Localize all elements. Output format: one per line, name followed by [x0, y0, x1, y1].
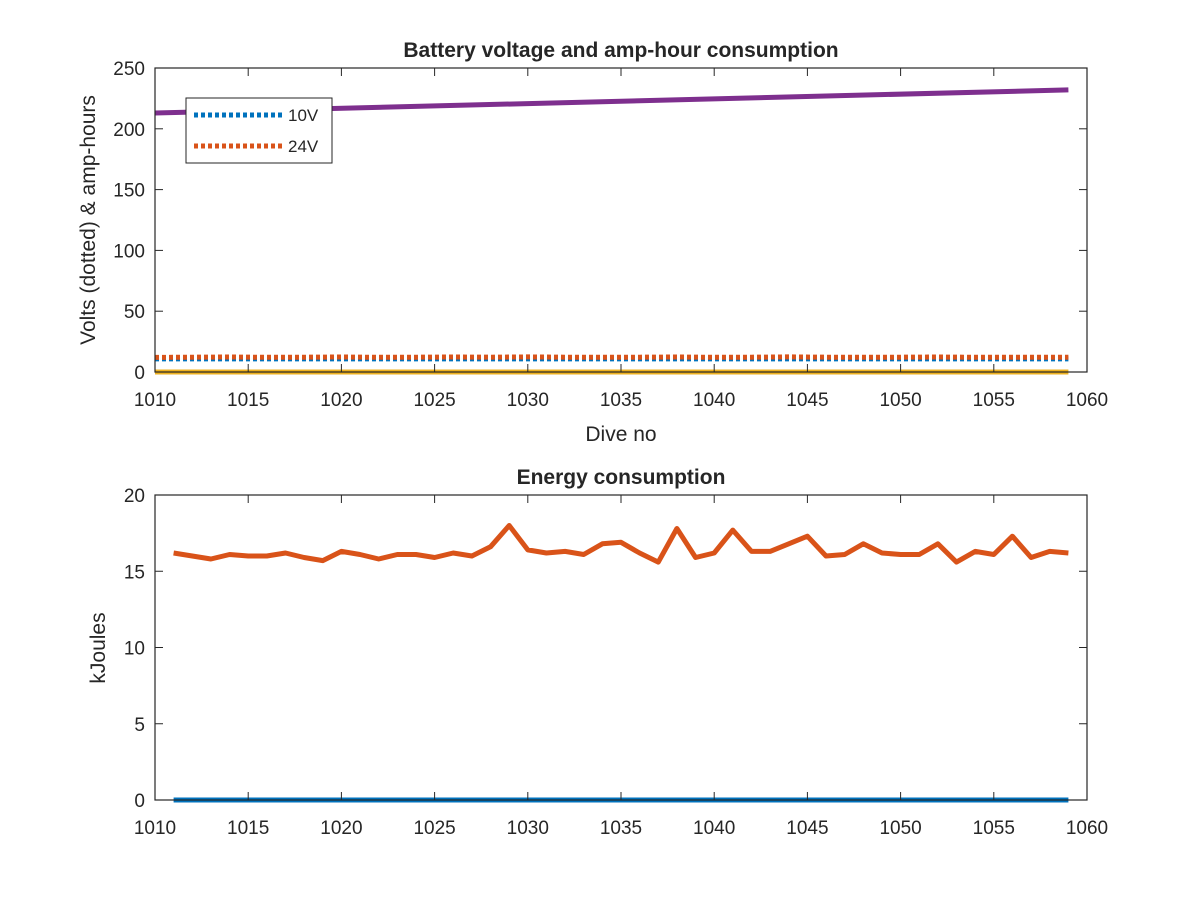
- x-tick-label: 1035: [600, 390, 642, 411]
- x-tick-label: 1045: [786, 390, 828, 411]
- x-tick-label: 1040: [693, 818, 735, 839]
- legend-label-24v: 24V: [288, 137, 319, 156]
- y-tick-label: 5: [134, 715, 145, 736]
- x-tick-label: 1030: [507, 818, 549, 839]
- y-tick-label: 10: [124, 639, 145, 660]
- series-line-24v: [154, 354, 1069, 360]
- x-tick-label: 1015: [227, 818, 269, 839]
- x-tick-label: 1020: [320, 818, 362, 839]
- x-tick-label: 1055: [973, 390, 1015, 411]
- legend-label-10v: 10V: [288, 106, 319, 125]
- y-tick-label: 200: [113, 120, 145, 141]
- y-tick-label: 0: [134, 363, 145, 384]
- y-tick-label: 150: [113, 181, 145, 202]
- legend-box: [185, 97, 333, 164]
- x-tick-label: 1045: [786, 818, 828, 839]
- y-axis-label: kJoules: [87, 612, 110, 683]
- x-tick-label: 1030: [507, 390, 549, 411]
- chart-energy: 1010 1015 1020 1025 1030 1035 1040 1045 1050 1055…: [87, 466, 1108, 839]
- x-tick-label: 1060: [1066, 390, 1108, 411]
- x-axis-label: Dive no: [585, 423, 656, 446]
- y-tick-label: 50: [124, 302, 145, 323]
- chart-battery: 1010 1015 1020 1025 1030 1035 1040 1045 1050 1055…: [77, 39, 1108, 446]
- x-tick-label: 1040: [693, 390, 735, 411]
- x-tick-label: 1050: [879, 390, 921, 411]
- y-axis-label: Volts (dotted) & amp-hours: [77, 95, 100, 345]
- x-tick-label: 1060: [1066, 818, 1108, 839]
- chart-title: Battery voltage and amp-hour consumption: [403, 39, 838, 62]
- chart-title: Energy consumption: [517, 466, 726, 489]
- x-tick-label: 1010: [134, 818, 176, 839]
- y-tick-label: 20: [124, 486, 145, 507]
- x-tick-label: 1025: [413, 818, 455, 839]
- y-tick-label: 100: [113, 241, 145, 262]
- y-tick-label: 250: [113, 59, 145, 80]
- y-tick-label: 15: [124, 562, 145, 583]
- x-tick-label: 1050: [879, 818, 921, 839]
- series-line-2: [173, 523, 1069, 565]
- x-tick-label: 1035: [600, 818, 642, 839]
- y-tick-label: 0: [134, 791, 145, 812]
- x-tick-label: 1020: [320, 390, 362, 411]
- legend: 10V 24V: [185, 97, 333, 164]
- x-tick-label: 1010: [134, 390, 176, 411]
- x-tick-label: 1015: [227, 390, 269, 411]
- x-tick-label: 1025: [413, 390, 455, 411]
- x-tick-label: 1055: [973, 818, 1015, 839]
